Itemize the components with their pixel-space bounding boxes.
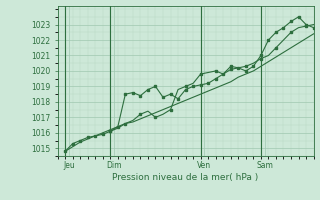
X-axis label: Pression niveau de la mer( hPa ): Pression niveau de la mer( hPa ): [112, 173, 259, 182]
